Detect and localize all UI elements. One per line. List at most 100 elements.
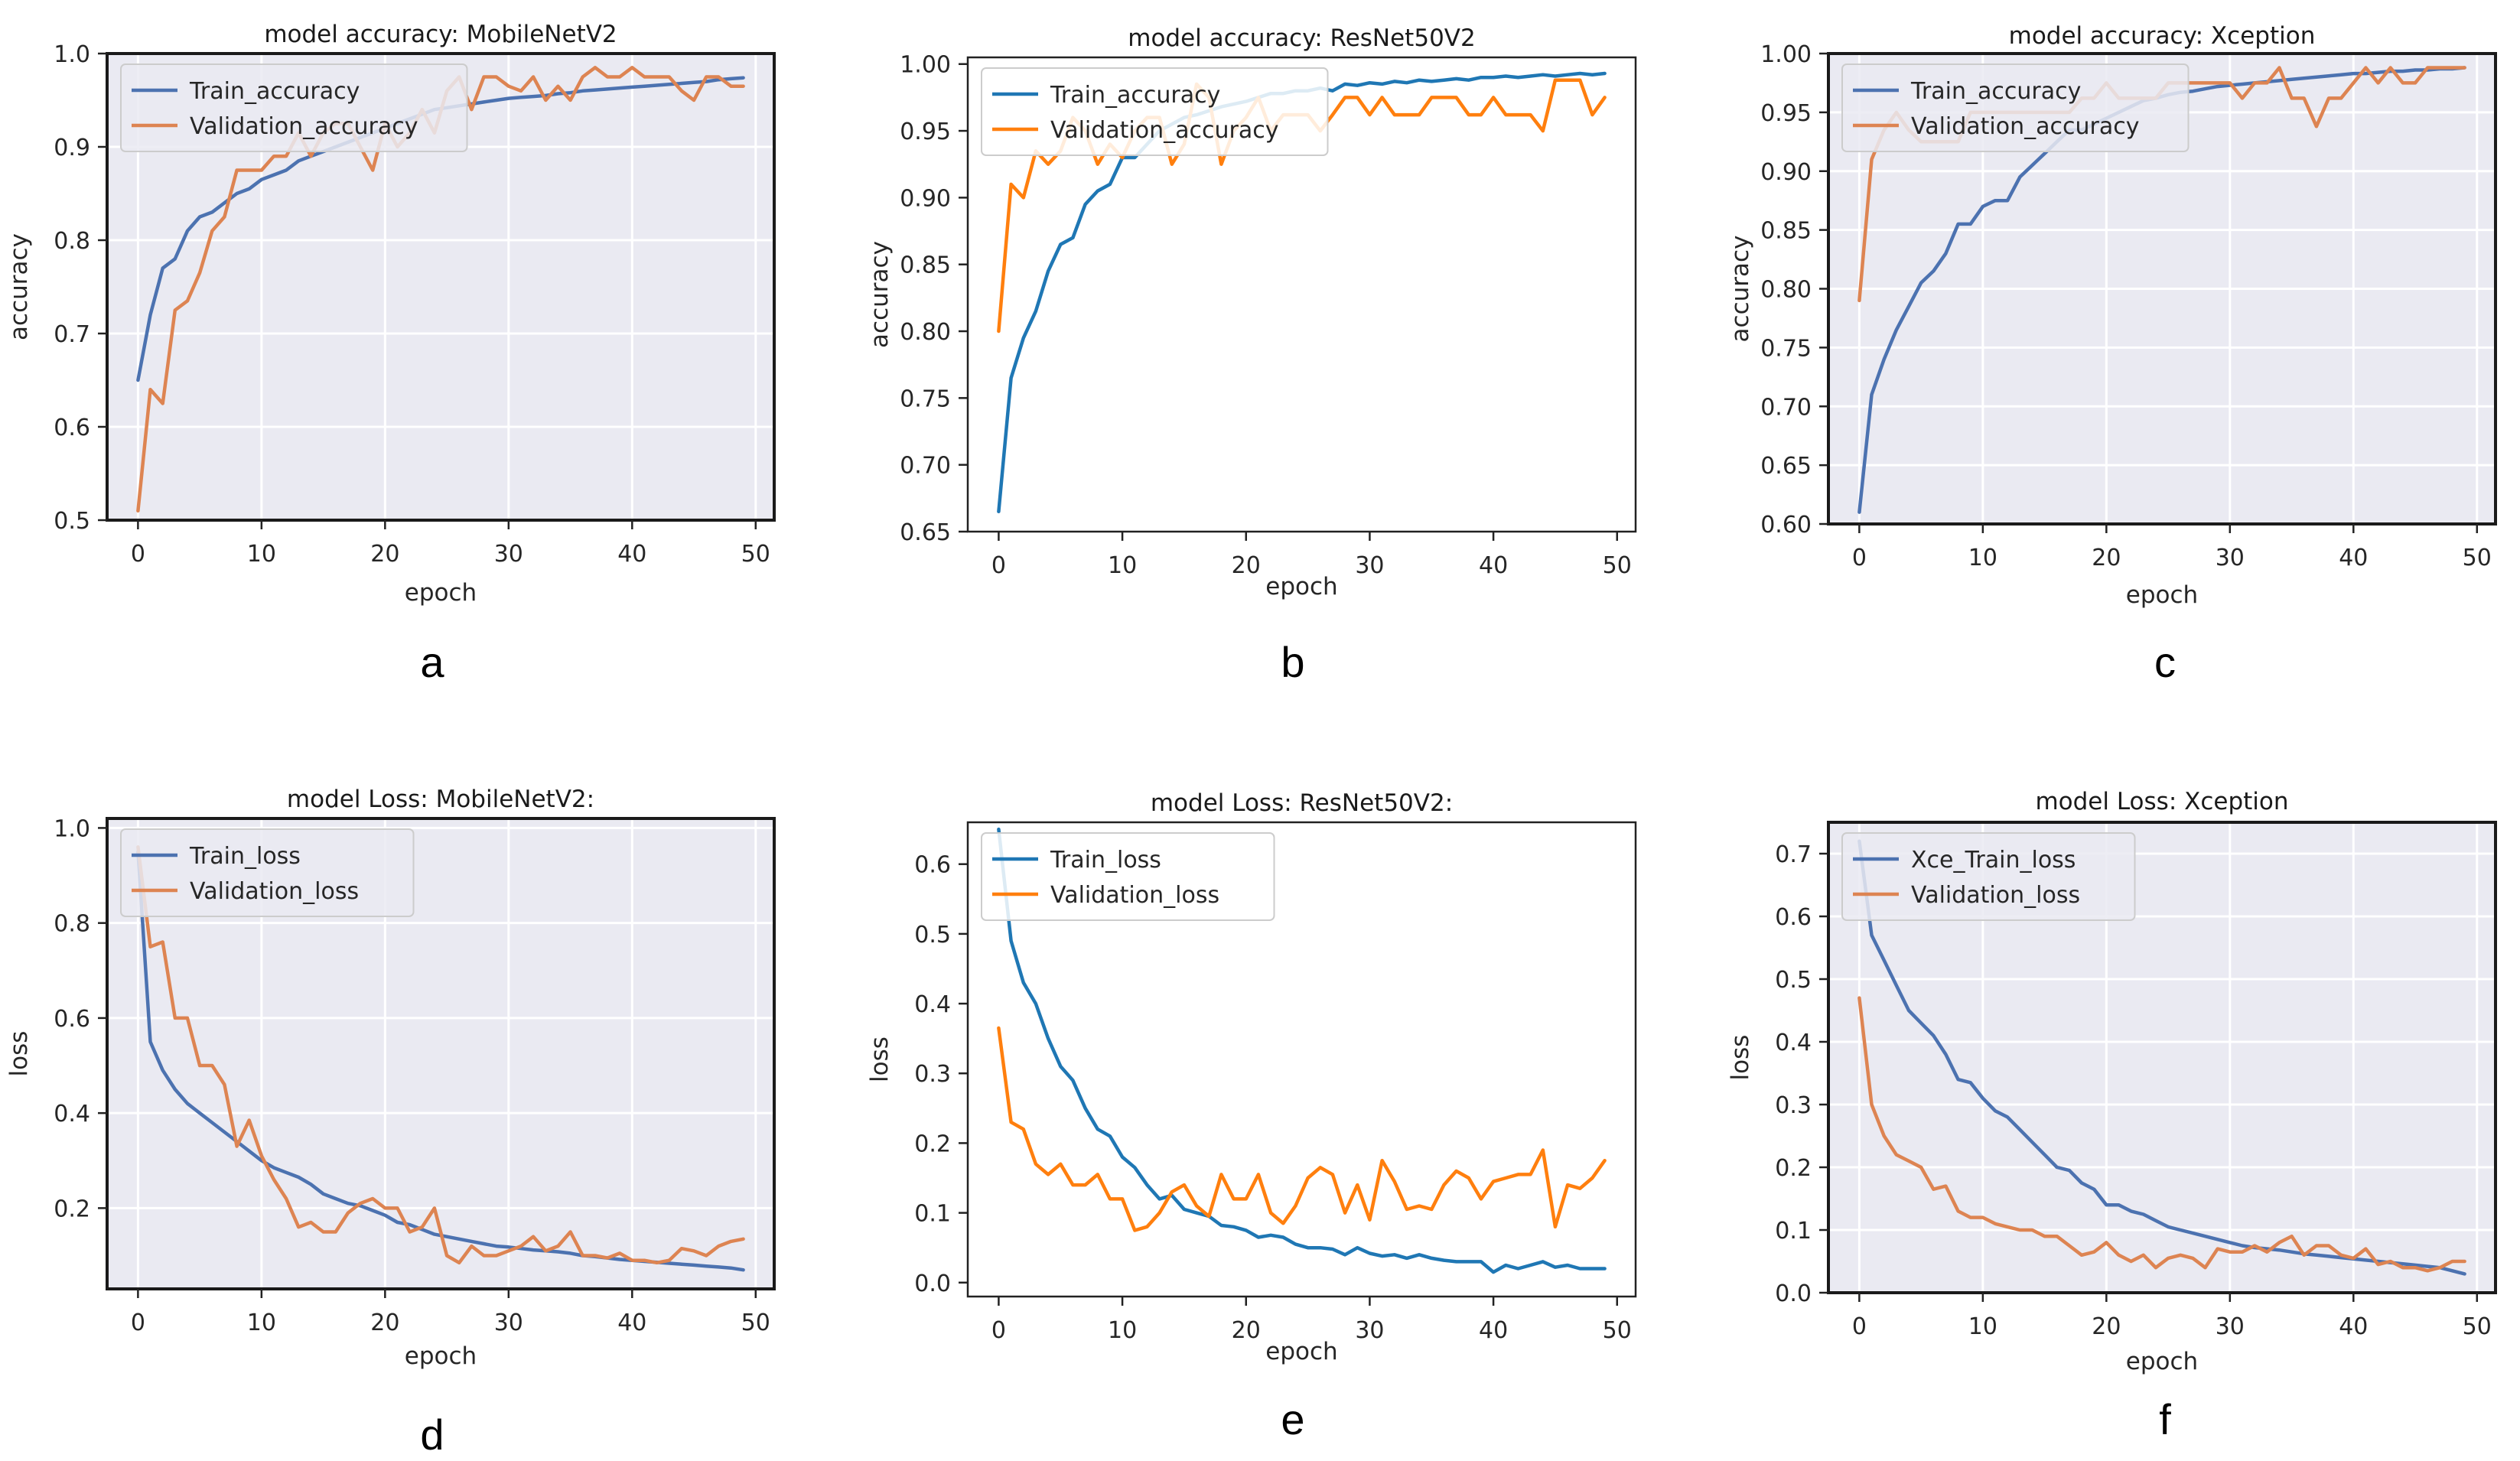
y-tick-label: 0.85 <box>1760 218 1812 245</box>
legend-label: Validation_accuracy <box>1911 113 2140 140</box>
x-tick-label: 10 <box>1108 552 1137 579</box>
chart-panel-2: 0 10 20 30 40 50 0.65 0.70 0.75 0.80 0.85 0.90 0.95 1… <box>866 24 1637 686</box>
y-axis-label: accuracy <box>1727 236 1754 343</box>
x-tick-label: 30 <box>2216 1313 2245 1340</box>
y-tick-label: 0.5 <box>1775 967 1812 994</box>
x-tick-label: 10 <box>1968 1313 1997 1340</box>
x-tick-label: 10 <box>1968 545 1997 571</box>
x-tick-label: 0 <box>991 1317 1006 1344</box>
y-tick-label: 0.70 <box>1760 394 1812 421</box>
y-tick-label: 0.80 <box>1760 277 1812 304</box>
axes-frame <box>966 56 1637 533</box>
x-tick-label: 30 <box>494 1310 523 1336</box>
y-tick-label: 0.60 <box>1760 512 1812 539</box>
y-tick-label: 0.8 <box>54 228 90 255</box>
y-tick-label: 0.80 <box>900 319 951 346</box>
y-tick-label: 0.9 <box>54 135 90 161</box>
y-axis-label: accuracy <box>5 233 33 340</box>
x-axis-label: epoch <box>1265 1338 1337 1365</box>
legend-box <box>981 832 1275 921</box>
chart-panel-1: 0 10 20 30 40 50 0.5 0.6 0.7 0.8 0.9 1.0 model accur… <box>5 21 776 686</box>
chart-title: model Loss: Xception <box>2035 788 2288 815</box>
y-tick-label: 0.8 <box>54 911 90 938</box>
y-tick-label: 0.90 <box>900 185 951 212</box>
legend-label: Validation_accuracy <box>190 113 418 140</box>
y-tick-label: 0.70 <box>900 453 951 480</box>
chart-title: model Loss: MobileNetV2: <box>287 786 594 813</box>
y-tick-label: 0.75 <box>1760 335 1812 362</box>
y-tick-label: 0.65 <box>1760 453 1812 480</box>
x-tick-label: 40 <box>2339 1313 2368 1340</box>
x-axis-label: epoch <box>1265 573 1337 600</box>
y-axis-label: loss <box>1727 1035 1754 1081</box>
legend-label: Train_loss <box>1050 847 1161 874</box>
y-tick-label: 0.2 <box>914 1131 951 1157</box>
y-tick-label: 0.75 <box>900 386 951 412</box>
y-tick-label: 0.6 <box>1775 904 1812 931</box>
x-tick-label: 50 <box>2463 1313 2492 1340</box>
y-tick-label: 0.5 <box>914 922 951 949</box>
x-tick-label: 50 <box>741 1310 770 1336</box>
chart-title: model accuracy: MobileNetV2 <box>264 21 617 48</box>
x-tick-label: 20 <box>2092 545 2121 571</box>
x-axis-label: epoch <box>2126 581 2198 609</box>
y-tick-label: 0.3 <box>1775 1092 1812 1119</box>
y-tick-label: 0.0 <box>914 1271 951 1297</box>
legend-box <box>1841 63 2190 152</box>
x-tick-label: 20 <box>370 1310 399 1336</box>
y-tick-label: 0.95 <box>900 119 951 145</box>
legend-box <box>120 828 415 917</box>
y-tick-label: 0.1 <box>914 1201 951 1228</box>
legend-label: Train_accuracy <box>1050 82 1220 109</box>
legend-label: Train_accuracy <box>1910 78 2081 105</box>
y-tick-label: 0.6 <box>54 415 90 441</box>
x-tick-label: 40 <box>2339 545 2368 571</box>
panel-letter: b <box>1281 638 1304 686</box>
y-tick-label: 0.90 <box>1760 159 1812 186</box>
x-tick-label: 30 <box>2216 545 2245 571</box>
series-line-1 <box>1857 839 2466 1276</box>
y-tick-label: 1.00 <box>1760 41 1812 68</box>
axes-frame <box>106 52 776 522</box>
y-tick-label: 0.95 <box>1760 100 1812 127</box>
y-tick-label: 0.4 <box>1775 1030 1812 1056</box>
legend-label: Validation_loss <box>1911 882 2080 909</box>
y-axis-label: loss <box>5 1031 33 1077</box>
x-tick-label: 20 <box>1232 1317 1261 1344</box>
y-tick-label: 0.2 <box>1775 1155 1812 1182</box>
legend-label: Xce_Train_loss <box>1911 847 2076 874</box>
legend-label: Train_accuracy <box>189 78 360 105</box>
chart-title: model accuracy: Xception <box>2009 22 2316 50</box>
y-tick-label: 0.2 <box>54 1196 90 1222</box>
x-tick-label: 50 <box>1603 1317 1632 1344</box>
x-tick-label: 0 <box>1852 1313 1867 1340</box>
legend-label: Validation_loss <box>190 878 359 905</box>
x-axis-label: epoch <box>405 579 477 607</box>
x-tick-label: 50 <box>2463 545 2492 571</box>
y-tick-label: 0.5 <box>54 508 90 535</box>
panel-letter: a <box>420 638 444 686</box>
series-line-1 <box>997 827 1607 1274</box>
legend-label: Train_loss <box>189 843 301 870</box>
legend-label: Validation_loss <box>1050 882 1219 909</box>
x-tick-label: 20 <box>1232 552 1261 579</box>
chart-panel-5: 0 10 20 30 40 50 0.0 0.1 0.2 0.3 0.4 0.5 0.6 model Lo… <box>866 789 1637 1443</box>
series-line-2 <box>997 1026 1607 1232</box>
y-tick-label: 0.4 <box>914 991 951 1018</box>
x-tick-label: 40 <box>1479 552 1508 579</box>
legend-label: Validation_accuracy <box>1050 117 1279 144</box>
chart-panel-3: 0 10 20 30 40 50 0.60 0.65 0.70 0.75 0.80 0.85 0.90 0… <box>1727 22 2497 686</box>
chart-title: model accuracy: ResNet50V2 <box>1128 24 1475 52</box>
y-tick-label: 1.00 <box>900 52 951 79</box>
panel-letter: c <box>2154 638 2176 686</box>
panel-letter: d <box>420 1411 444 1459</box>
y-tick-label: 0.0 <box>1775 1280 1812 1307</box>
y-tick-label: 0.6 <box>54 1006 90 1033</box>
x-tick-label: 30 <box>1355 552 1384 579</box>
axes-frame <box>106 817 776 1290</box>
x-tick-label: 10 <box>1108 1317 1137 1344</box>
chart-title: model Loss: ResNet50V2: <box>1151 789 1453 817</box>
x-tick-label: 40 <box>617 541 646 568</box>
y-tick-label: 0.7 <box>1775 841 1812 868</box>
x-axis-label: epoch <box>2126 1348 2198 1375</box>
